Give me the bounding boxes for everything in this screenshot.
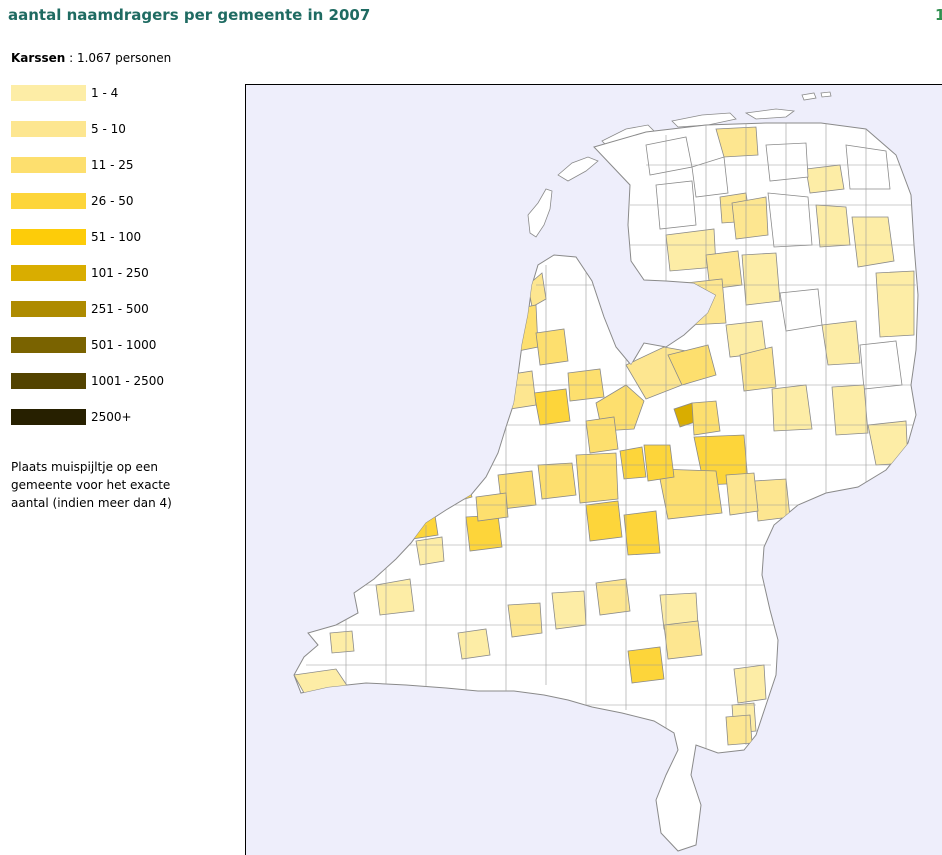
municipality[interactable]	[821, 320, 861, 366]
legend-item: 1 - 4	[11, 85, 211, 101]
municipality[interactable]	[739, 346, 777, 392]
legend-swatch	[11, 157, 86, 173]
municipality[interactable]	[585, 500, 623, 542]
municipality[interactable]	[771, 384, 813, 432]
legend-item: 51 - 100	[11, 229, 211, 245]
municipality[interactable]	[691, 156, 729, 198]
legend-swatch	[11, 85, 86, 101]
municipality[interactable]	[507, 602, 543, 638]
municipality[interactable]	[731, 196, 769, 240]
name-summary: Karssen : 1.067 personen	[11, 51, 171, 65]
person-count: 1.067 personen	[76, 51, 172, 65]
legend-label: 26 - 50	[91, 194, 134, 208]
municipality[interactable]	[715, 126, 759, 158]
legend-item: 11 - 25	[11, 157, 211, 173]
municipality[interactable]	[765, 142, 809, 182]
legend-label: 11 - 25	[91, 158, 134, 172]
instructions-text: Plaats muispijltje op een gemeente voor …	[11, 460, 172, 510]
municipality[interactable]	[575, 452, 619, 504]
municipality[interactable]	[845, 144, 891, 190]
municipality[interactable]	[623, 510, 661, 556]
municipality[interactable]	[795, 512, 835, 554]
municipal-borders	[306, 123, 916, 851]
legend-label: 5 - 10	[91, 122, 126, 136]
municipality[interactable]	[537, 462, 577, 500]
municipality[interactable]	[439, 470, 473, 504]
legend-swatch	[11, 121, 86, 137]
legend-swatch	[11, 229, 86, 245]
legend-label: 51 - 100	[91, 230, 142, 244]
municipality[interactable]	[667, 344, 717, 386]
legend-item: 101 - 250	[11, 265, 211, 281]
municipality[interactable]	[535, 328, 569, 366]
legend-item: 501 - 1000	[11, 337, 211, 353]
municipality[interactable]	[767, 192, 813, 248]
legend-item: 2500+	[11, 409, 211, 425]
legend-swatch	[11, 373, 86, 389]
municipality[interactable]	[815, 204, 851, 248]
page-title: aantal naamdragers per gemeente in 2007	[8, 6, 371, 24]
municipality[interactable]	[551, 590, 587, 630]
surname: Karssen	[11, 51, 66, 65]
legend-swatch	[11, 409, 86, 425]
legend-label: 1 - 4	[91, 86, 119, 100]
legend-swatch	[11, 337, 86, 353]
legend-label: 101 - 250	[91, 266, 149, 280]
municipality[interactable]	[515, 304, 539, 352]
legend-label: 1001 - 2500	[91, 374, 165, 388]
municipality[interactable]	[375, 578, 415, 616]
municipality[interactable]	[415, 536, 445, 566]
municipality[interactable]	[779, 288, 823, 332]
legend-label: 2500+	[91, 410, 132, 424]
legend-item: 1001 - 2500	[11, 373, 211, 389]
legend-swatch	[11, 265, 86, 281]
municipality[interactable]	[505, 370, 537, 410]
municipality[interactable]	[851, 216, 895, 268]
municipality[interactable]	[663, 620, 703, 660]
municipality[interactable]	[805, 516, 857, 562]
municipality[interactable]	[753, 478, 791, 522]
legend-label: 501 - 1000	[91, 338, 157, 352]
municipality[interactable]	[643, 444, 675, 482]
municipality[interactable]	[475, 492, 509, 522]
municipality[interactable]	[457, 628, 491, 660]
municipality[interactable]	[665, 282, 691, 330]
legend-swatch	[11, 301, 86, 317]
legend-label: 251 - 500	[91, 302, 149, 316]
municipality[interactable]	[805, 164, 845, 194]
municipality[interactable]	[585, 416, 619, 454]
municipality[interactable]	[533, 388, 571, 426]
summary-separator: :	[65, 51, 77, 65]
municipality[interactable]	[619, 446, 647, 480]
corner-mark: 1	[935, 6, 942, 24]
municipality[interactable]	[725, 714, 753, 746]
municipality[interactable]	[595, 578, 631, 616]
netherlands-map[interactable]	[246, 85, 942, 855]
legend-swatch	[11, 193, 86, 209]
legend-item: 5 - 10	[11, 121, 211, 137]
municipality[interactable]	[741, 252, 781, 306]
municipality[interactable]	[875, 270, 915, 338]
municipality[interactable]	[725, 472, 759, 516]
map-panel[interactable]	[245, 84, 942, 855]
legend-item: 26 - 50	[11, 193, 211, 209]
municipality[interactable]	[405, 508, 439, 540]
municipality[interactable]	[329, 630, 355, 654]
municipality[interactable]	[831, 384, 869, 436]
municipality[interactable]	[733, 664, 767, 704]
legend-item: 251 - 500	[11, 301, 211, 317]
